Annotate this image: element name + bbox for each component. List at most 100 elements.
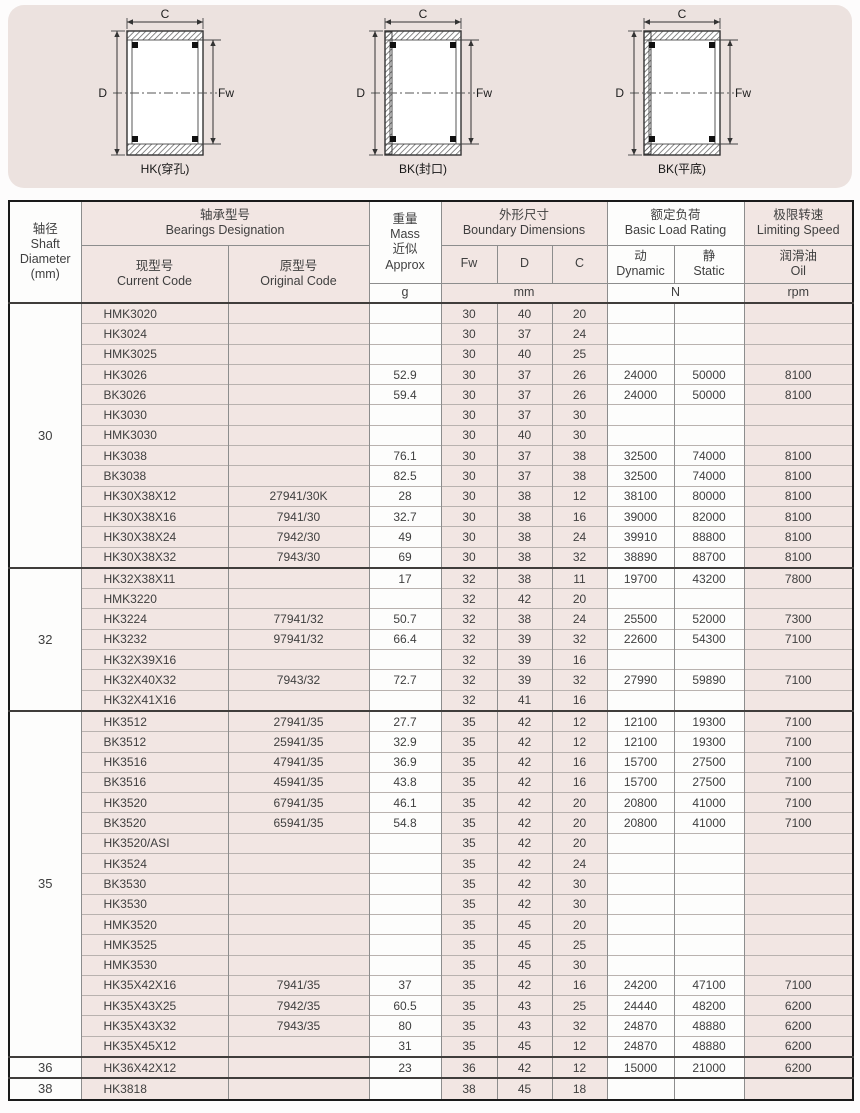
dynamic-load-cell: 39000 [606,505,674,527]
oil-speed-cell: 7100 [743,710,853,732]
dynamic-load-cell: 15700 [606,771,674,793]
d-cell: 42 [496,588,552,609]
oil-speed-cell: 7100 [743,731,853,753]
fw-cell: 35 [440,934,497,955]
header-current-code: 现型号 Current Code [80,244,229,304]
static-load-cell: 59890 [673,669,744,691]
mass-cell: 32.9 [368,731,441,753]
header-unit-mm: mm [440,282,608,304]
table-row: HK3024 30 37 24 [9,323,853,345]
static-load-cell [673,302,744,324]
static-load-cell: 74000 [673,465,744,487]
static-load-cell [673,588,744,609]
c-cell: 12 [551,731,607,753]
fw-cell: 32 [440,649,497,670]
dynamic-load-cell: 24000 [606,384,674,405]
mass-cell [368,1077,441,1100]
mass-cell [368,893,441,915]
dynamic-load-cell [606,649,674,670]
header-unit-g: g [368,282,442,304]
d-cell: 42 [496,873,552,895]
diagram-caption: BK(封口) [399,162,447,176]
dynamic-load-cell [606,424,674,446]
original-code-cell [227,873,369,895]
original-code-cell [227,1056,369,1079]
d-cell: 39 [496,669,552,691]
current-code-cell: HK3024 [80,323,228,345]
static-load-cell: 21000 [673,1056,744,1079]
mass-cell: 27.7 [368,710,441,732]
table-row: HMK3525 35 45 25 [9,934,853,955]
header-bearings-designation: 轴承型号 Bearings Designation [80,200,370,246]
mass-cell: 52.9 [368,363,441,385]
original-code-cell: 7942/30 [227,526,369,548]
mass-cell: 46.1 [368,792,441,813]
fw-cell: 35 [440,771,497,793]
mass-cell: 54.8 [368,812,441,834]
c-cell: 20 [551,588,607,609]
fw-cell: 30 [440,302,497,324]
oil-speed-cell [743,404,853,426]
c-cell: 20 [551,792,607,813]
shaft-diameter-cell: 30 [8,302,81,568]
diagram-caption: HK(穿孔) [140,161,189,176]
original-code-cell [227,1035,369,1057]
table-row: HK3520/ASI 35 42 20 [9,832,853,854]
c-cell: 12 [551,485,607,507]
c-cell: 26 [551,363,607,385]
spec-table: 轴径 Shaft Diameter (mm) 轴承型号 Bearings Des… [8,200,854,1101]
mass-cell: 76.1 [368,445,441,466]
static-load-cell [673,323,744,345]
mass-cell: 72.7 [368,669,441,691]
mass-cell [368,302,441,324]
static-load-cell [673,1077,744,1100]
header-unit-n: N [606,282,745,304]
dynamic-load-cell [606,873,674,895]
static-load-cell [673,853,744,874]
static-load-cell [673,893,744,915]
c-cell: 16 [551,689,607,711]
d-cell: 38 [496,485,552,507]
c-cell: 24 [551,853,607,874]
static-load-cell [673,913,744,935]
static-load-cell: 41000 [673,792,744,813]
mass-cell: 59.4 [368,384,441,405]
table-row: HK32X41X16 32 41 16 [9,689,853,711]
d-cell: 40 [496,343,552,365]
mass-cell [368,424,441,446]
c-cell: 20 [551,812,607,834]
original-code-cell [227,893,369,915]
table-row: HK3038 76.1 30 37 38 32500 74000 8100 [9,445,853,466]
table-row: BK3520 65941/35 54.8 35 42 20 20800 41000 7100 [9,812,853,834]
table-row: BK3516 45941/35 43.8 35 42 16 15700 27500 7100 [9,771,853,793]
table-row: 32 HK32X38X11 17 32 38 11 19700 43200 7800 [8,567,853,711]
dynamic-load-cell [606,934,674,955]
original-code-cell [227,302,369,324]
d-cell: 38 [496,608,552,630]
fw-cell: 30 [440,546,497,568]
fw-cell: 32 [440,608,497,630]
original-code-cell: 25941/35 [227,731,369,753]
current-code-cell: HMK3220 [80,588,228,609]
d-cell: 39 [496,628,552,650]
dynamic-load-cell [606,954,674,976]
current-code-cell: HK36X42X12 [80,1056,228,1079]
diagram-panel: C D Fw HK(穿孔) C D [8,5,852,188]
original-code-cell [227,424,369,446]
d-cell: 38 [496,505,552,527]
c-cell: 26 [551,384,607,405]
current-code-cell: HK32X39X16 [80,649,228,670]
table-row: HK30X38X16 7941/30 32.7 30 38 16 39000 82000 810… [9,505,853,527]
mass-cell [368,404,441,426]
oil-speed-cell [743,954,853,976]
dynamic-load-cell: 20800 [606,812,674,834]
shaft-diameter-cell: 32 [8,567,81,711]
current-code-cell: HK3524 [80,853,228,874]
current-code-cell: HK30X38X16 [80,505,228,527]
dim-label-fw: Fw [735,86,751,100]
d-cell: 37 [496,323,552,345]
dynamic-load-cell: 27990 [606,669,674,691]
table-row: HK3030 30 37 30 [9,404,853,426]
fw-cell: 35 [440,893,497,915]
d-cell: 40 [496,302,552,324]
